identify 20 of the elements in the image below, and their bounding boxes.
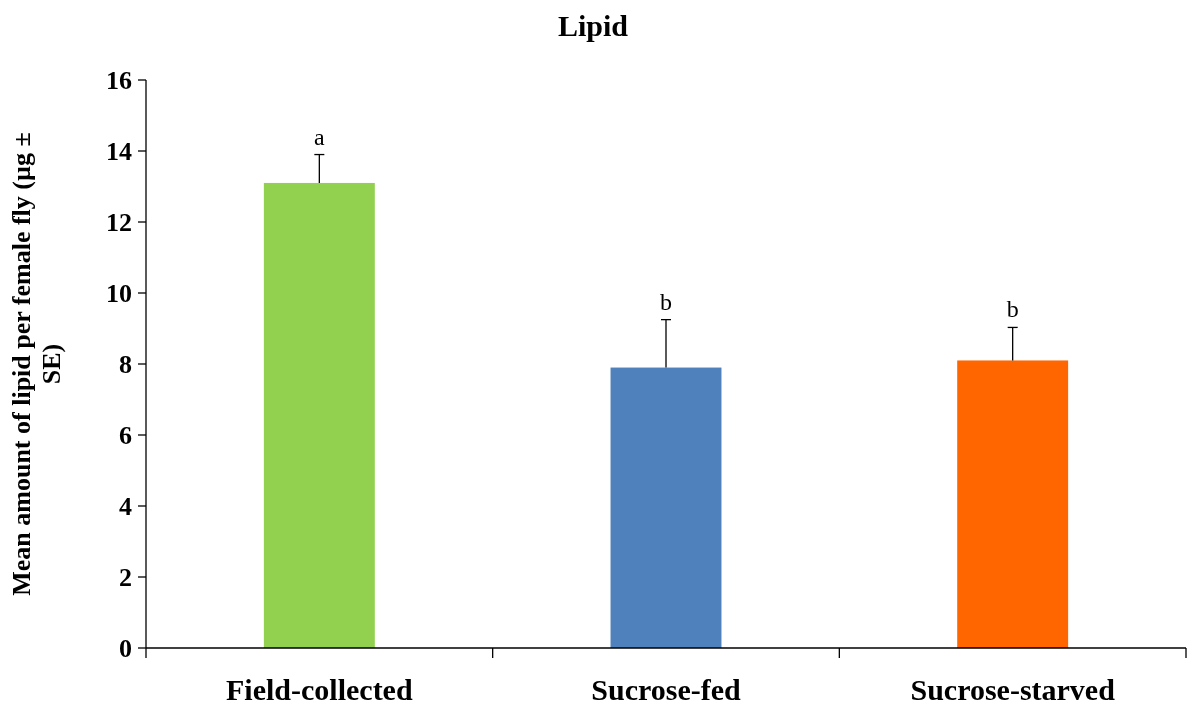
bar xyxy=(957,360,1069,648)
y-axis-title: Mean amount of lipid per female fly (µg ± SE) xyxy=(7,132,66,596)
y-tick-label: 12 xyxy=(106,208,132,238)
y-tick-label: 6 xyxy=(119,421,132,451)
annotation: a xyxy=(314,123,326,150)
y-tick-label: 10 xyxy=(106,279,132,309)
x-tick-label: Sucrose-fed xyxy=(591,673,742,706)
bar xyxy=(610,367,722,648)
y-tick-label: 2 xyxy=(119,563,132,593)
bar xyxy=(263,182,375,648)
chart-title: Lipid xyxy=(557,9,629,42)
annotation: b xyxy=(660,288,672,315)
annotation: b xyxy=(1006,296,1019,323)
y-tick-label: 8 xyxy=(119,350,132,380)
y-tick-label: 16 xyxy=(106,66,132,96)
y-tick-label: 4 xyxy=(119,492,132,522)
y-tick-label: 0 xyxy=(119,634,132,664)
x-tick-label: Field-collected xyxy=(226,673,413,706)
x-tick-label: Sucrose-starved xyxy=(910,673,1116,706)
y-tick-label: 14 xyxy=(106,137,132,167)
